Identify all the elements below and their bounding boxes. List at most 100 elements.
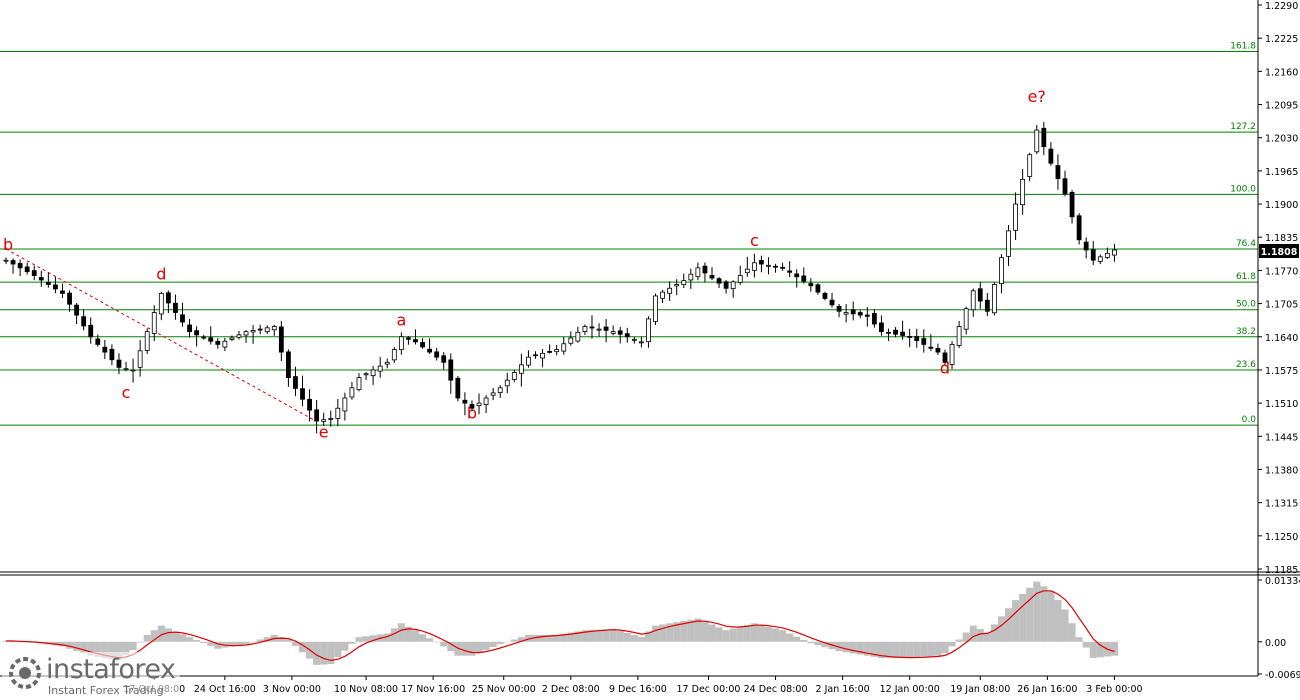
candle-body [773,265,778,268]
histogram-bar [1019,593,1027,642]
candle [151,305,157,342]
candle-body [1062,178,1068,195]
candle [674,279,680,296]
histogram-bar [1061,609,1069,642]
histogram-bar [164,628,172,642]
candle-body [716,278,722,284]
histogram-bar [440,641,448,647]
candle [130,358,136,383]
histogram-bar [948,641,956,647]
candle [575,326,581,343]
candle-body [102,346,108,353]
candle [377,357,383,378]
candle-body [173,302,178,313]
candle [1034,125,1040,155]
histogram-bar [256,639,264,642]
time-tick-5: 25 Nov 00:00 [472,684,536,695]
histogram-bar [750,623,758,642]
candle [568,331,574,346]
candle-body [271,326,277,331]
candle [871,309,877,328]
candle [617,326,623,344]
candle-body [695,267,701,278]
price-tick-9: 1.1705 [1265,300,1298,311]
candle [307,389,312,422]
histogram-bar [976,629,984,642]
candle [490,388,496,401]
osc-tick-1: 0.00 [1265,638,1286,649]
histogram-bar [877,641,885,659]
histogram-bar [814,641,822,646]
price-axis[interactable]: 1.2290 1.2225 1.2160 1.2095 1.2030 1.1965 1.19… [1258,1,1299,576]
candle [780,262,785,271]
current-price-label: 1.1808 [1261,247,1298,258]
histogram-bar [186,637,194,642]
candle-body [95,338,101,345]
histogram-bar [284,639,292,642]
wave-label-3: e [319,422,329,441]
histogram-bar [66,641,74,649]
histogram-bar [644,631,653,642]
candle-body [307,398,312,411]
candle [907,328,913,348]
candle [370,365,376,385]
candle [1112,243,1117,262]
wave-label-2: d [156,265,166,284]
candle-body [857,312,863,316]
histogram-bar [567,632,575,642]
candle-body [321,419,327,422]
candle [695,262,701,281]
histogram-bar [800,639,808,642]
candle [53,276,58,294]
oscillator-pane[interactable] [2,581,1118,665]
histogram-bar [1075,637,1083,642]
candle [984,292,990,317]
fib-label-7: 23.6 [1236,360,1256,370]
candle-body [1104,252,1110,258]
candle-body [836,305,842,312]
candle [102,339,108,360]
price-tick-10: 1.1640 [1265,333,1298,344]
histogram-bar [990,624,998,642]
candle-body [81,316,87,327]
watermark: instaforex Instant Forex Trading [2,652,180,698]
candle-body [109,348,115,361]
candle-body [970,290,976,311]
candle-body [236,334,242,338]
candle [462,392,468,416]
histogram-bar [821,641,829,648]
time-tick-10: 2 Jan 16:00 [816,684,870,695]
time-tick-4: 17 Nov 16:00 [401,684,465,695]
candle-body [165,292,171,304]
candle [561,336,567,355]
candle [709,267,715,281]
main-price-pane[interactable]: 161.8 127.2 100.0 76.4 61.8 50.0 38.2 23.6 0.0 b… [0,41,1258,441]
candle-body [759,260,764,265]
candle-body [455,377,461,399]
candle [1069,190,1075,224]
candle-body [1055,165,1061,179]
histogram-bar [433,641,441,643]
candle [123,361,129,372]
histogram-bar [616,630,624,642]
oscillator-signal-line [5,590,1115,662]
histogram-bar [772,628,780,642]
histogram-bar [983,632,991,642]
histogram-bar [426,638,434,642]
histogram-bar [207,641,215,646]
candle [356,373,362,392]
fib-label-3: 76.4 [1236,239,1256,249]
candle-body [17,263,23,269]
pane-frames [0,0,1300,677]
candle [928,334,934,352]
candle [434,347,440,361]
candle [716,277,722,289]
candle [893,327,898,338]
price-tick-8: 1.1770 [1265,266,1298,277]
histogram-bar [263,637,271,642]
candle [596,323,602,337]
histogram-bar [101,641,109,659]
candle [942,349,948,366]
candle-body [53,284,58,290]
price-tick-11: 1.1575 [1265,366,1298,377]
